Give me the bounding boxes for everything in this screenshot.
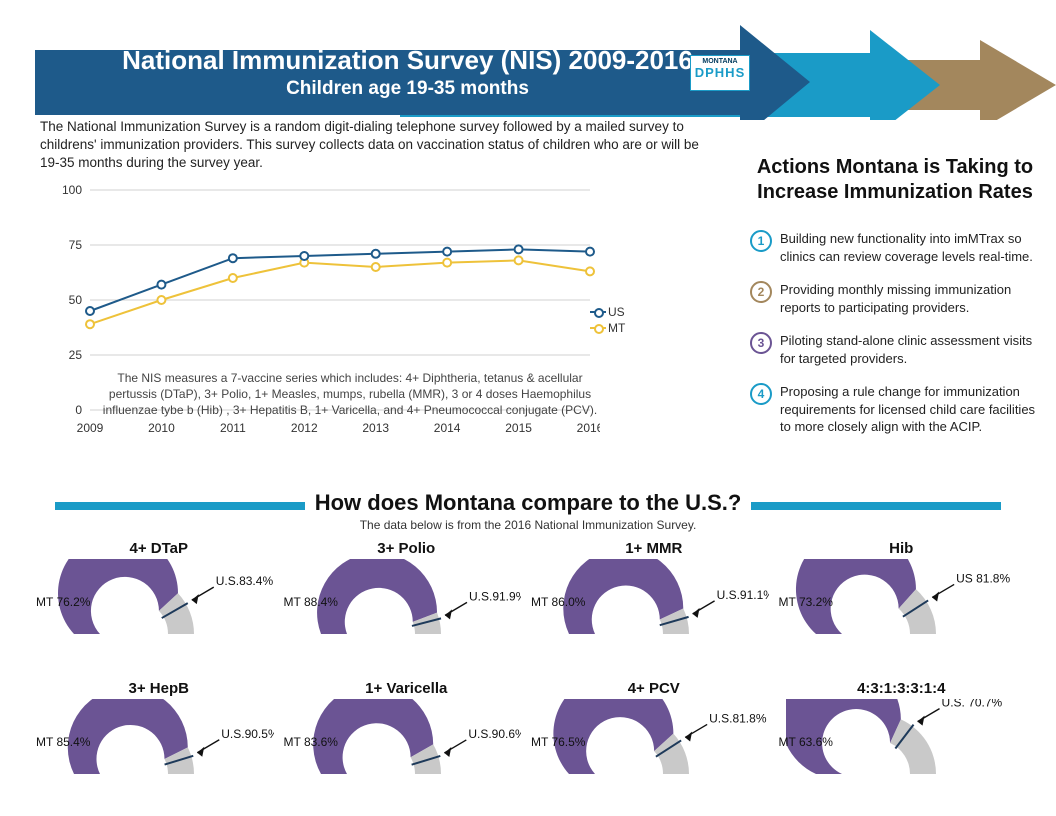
gauge-mt-label: MT 86.0% [531,595,585,609]
action-item: 3 Piloting stand-alone clinic assessment… [750,332,1040,367]
svg-text:U.S.91.1%: U.S.91.1% [716,588,768,602]
svg-text:75: 75 [69,238,83,252]
action-text: Building new functionality into imMTrax … [780,230,1040,265]
gauge-mt-label: MT 73.2% [779,595,833,609]
chart-legend: US MT [590,305,625,337]
svg-text:U.S.90.5%: U.S.90.5% [221,727,274,741]
action-number: 2 [750,281,772,303]
gauge: 3+ Polio U.S.91.9% MT 88.4% [288,540,526,660]
svg-text:100: 100 [62,183,82,197]
action-item: 2 Providing monthly missing immunization… [750,281,1040,316]
page-title: National Immunization Survey (NIS) 2009-… [35,45,780,76]
compare-header: How does Montana compare to the U.S.? Th… [0,490,1056,532]
gauge-title: Hib [783,540,1021,557]
page-subtitle: Children age 19-35 months [35,78,780,100]
action-number: 4 [750,383,772,405]
action-item: 1 Building new functionality into imMTra… [750,230,1040,265]
svg-text:US 81.8%: US 81.8% [956,571,1010,585]
gauge-title: 1+ MMR [535,540,773,557]
intro-text: The National Immunization Survey is a ra… [40,118,720,173]
gauge-title: 1+ Varicella [288,680,526,697]
gauge: 1+ MMR U.S.91.1% MT 86.0% [535,540,773,660]
svg-text:2012: 2012 [291,421,318,435]
actions-panel: Actions Montana is Taking to Increase Im… [750,155,1040,452]
action-text: Piloting stand-alone clinic assessment v… [780,332,1040,367]
gauge-mt-label: MT 85.4% [36,735,90,749]
compare-sub: The data below is from the 2016 National… [0,518,1056,532]
title-bar: National Immunization Survey (NIS) 2009-… [35,45,780,105]
gauge: 4+ DTaP U.S.83.4% MT 76.2% [40,540,278,660]
gauge: 3+ HepB U.S.90.5% MT 85.4% [40,680,278,800]
svg-text:U.S.90.6%: U.S.90.6% [469,727,522,741]
action-text: Proposing a rule change for immunization… [780,383,1040,436]
gauge-title: 4:3:1:3:3:1:4 [783,680,1021,697]
svg-text:2010: 2010 [148,421,175,435]
dphhs-logo: MONTANA DPHHS [690,55,750,91]
gauges-grid: 4+ DTaP U.S.83.4% MT 76.2% 3+ Polio U.S.… [40,540,1020,800]
svg-text:U.S.83.4%: U.S.83.4% [216,574,274,588]
svg-text:2016: 2016 [577,421,600,435]
gauge: 1+ Varicella U.S.90.6% MT 83.6% [288,680,526,800]
chart-note: The NIS measures a 7-vaccine series whic… [100,370,600,419]
action-number: 1 [750,230,772,252]
action-number: 3 [750,332,772,354]
gauge-mt-label: MT 76.5% [531,735,585,749]
svg-text:50: 50 [69,293,83,307]
svg-text:U.S.81.8%: U.S.81.8% [709,711,767,725]
svg-text:2014: 2014 [434,421,461,435]
gauge: 4+ PCV U.S.81.8% MT 76.5% [535,680,773,800]
gauge-mt-label: MT 76.2% [36,595,90,609]
gauge: Hib US 81.8% MT 73.2% [783,540,1021,660]
svg-text:2011: 2011 [220,421,246,435]
action-item: 4 Proposing a rule change for immunizati… [750,383,1040,436]
svg-text:2009: 2009 [77,421,104,435]
gauge-title: 3+ HepB [40,680,278,697]
svg-text:2015: 2015 [505,421,532,435]
action-text: Providing monthly missing immunization r… [780,281,1040,316]
svg-text:U.S. 70.7%: U.S. 70.7% [942,699,1003,710]
gauge-title: 4+ PCV [535,680,773,697]
gauge-title: 3+ Polio [288,540,526,557]
gauge: 4:3:1:3:3:1:4 U.S. 70.7% MT 63.6% [783,680,1021,800]
gauge-mt-label: MT 63.6% [779,735,833,749]
gauge-mt-label: MT 83.6% [284,735,338,749]
svg-text:2013: 2013 [362,421,389,435]
svg-text:0: 0 [75,403,82,417]
gauge-mt-label: MT 88.4% [284,595,338,609]
svg-text:U.S.91.9%: U.S.91.9% [469,589,521,603]
svg-text:25: 25 [69,348,83,362]
gauge-title: 4+ DTaP [40,540,278,557]
actions-heading: Actions Montana is Taking to Increase Im… [750,155,1040,205]
